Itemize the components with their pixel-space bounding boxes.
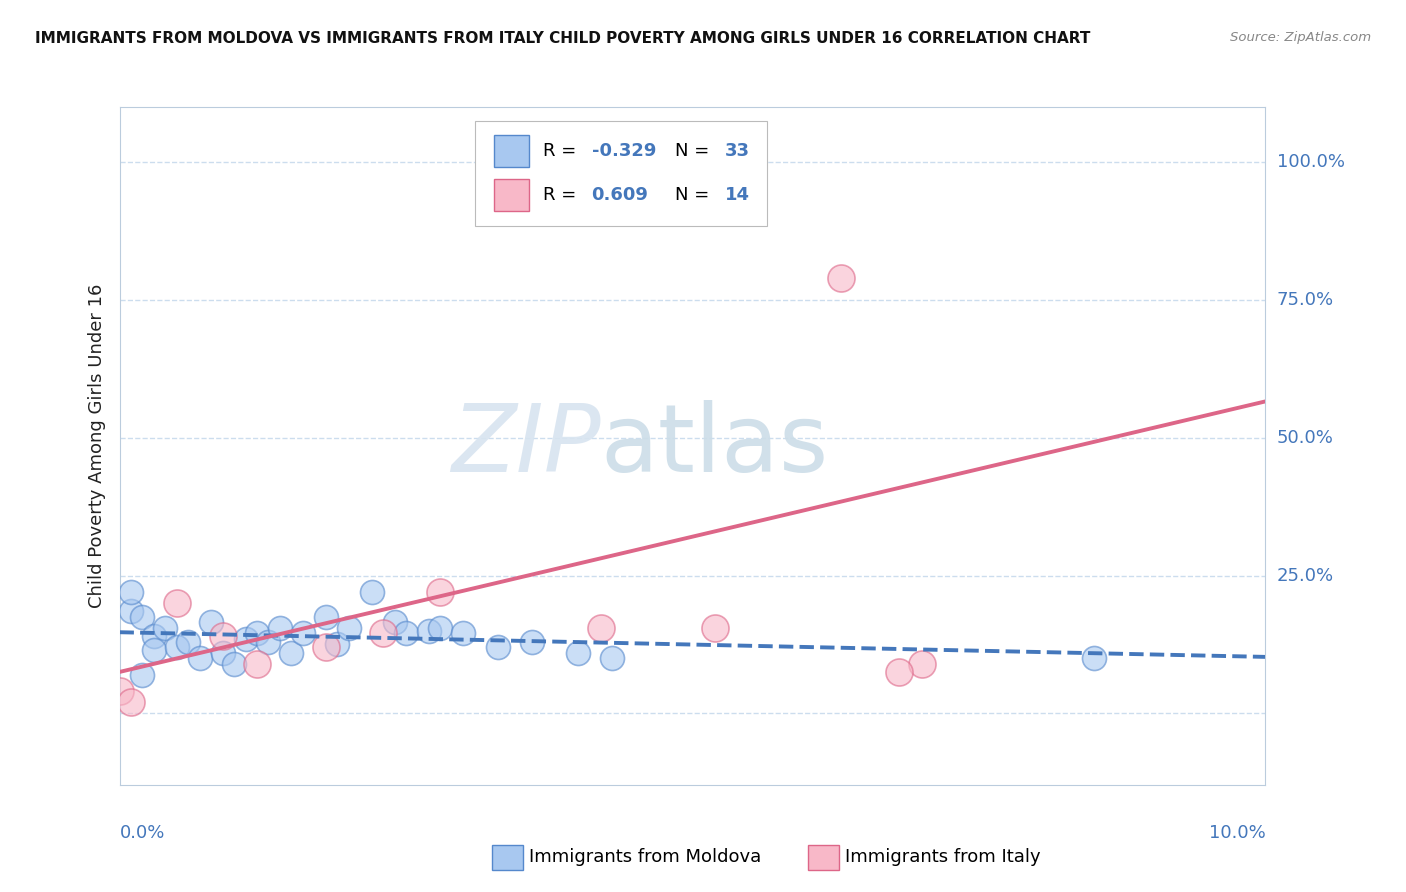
Point [188, 651, 211, 665]
Text: Source: ZipAtlas.com: Source: ZipAtlas.com [1230, 31, 1371, 45]
Point [384, 615, 406, 630]
Point [120, 695, 142, 709]
Point [418, 624, 440, 638]
Text: 33: 33 [724, 142, 749, 160]
Text: IMMIGRANTS FROM MOLDOVA VS IMMIGRANTS FROM ITALY CHILD POVERTY AMONG GIRLS UNDER: IMMIGRANTS FROM MOLDOVA VS IMMIGRANTS FR… [35, 31, 1091, 46]
Point [830, 271, 852, 285]
Point [155, 621, 177, 635]
Point [200, 615, 222, 630]
Text: R =: R = [544, 142, 582, 160]
Point [131, 667, 153, 681]
Point [246, 626, 269, 640]
Point [589, 621, 612, 635]
Point [108, 684, 131, 698]
Text: atlas: atlas [600, 400, 830, 492]
Point [486, 640, 509, 655]
Point [257, 634, 280, 648]
Point [177, 634, 200, 648]
Text: 75.0%: 75.0% [1277, 291, 1334, 309]
Text: 100.0%: 100.0% [1277, 153, 1344, 171]
FancyBboxPatch shape [475, 120, 766, 226]
Text: Immigrants from Italy: Immigrants from Italy [845, 848, 1040, 866]
Point [600, 651, 623, 665]
Point [269, 621, 291, 635]
Point [887, 665, 910, 679]
Point [166, 640, 188, 655]
Point [738, 155, 761, 169]
Text: R =: R = [544, 186, 582, 204]
Point [326, 637, 349, 651]
Point [315, 640, 337, 655]
Point [1083, 651, 1105, 665]
Point [371, 626, 394, 640]
Text: 0.609: 0.609 [592, 186, 648, 204]
Point [520, 634, 543, 648]
Point [567, 646, 589, 660]
Point [222, 657, 246, 671]
Point [453, 626, 475, 640]
Text: 25.0%: 25.0% [1277, 566, 1334, 584]
Point [429, 585, 451, 599]
Point [235, 632, 257, 646]
Point [120, 585, 142, 599]
Point [246, 657, 269, 671]
Point [142, 629, 165, 643]
Point [211, 629, 233, 643]
Text: -0.329: -0.329 [592, 142, 657, 160]
Text: N =: N = [675, 186, 716, 204]
Point [429, 621, 451, 635]
Point [166, 596, 188, 610]
Point [315, 610, 337, 624]
Point [360, 585, 382, 599]
Point [291, 626, 314, 640]
Text: Immigrants from Moldova: Immigrants from Moldova [529, 848, 761, 866]
Y-axis label: Child Poverty Among Girls Under 16: Child Poverty Among Girls Under 16 [87, 284, 105, 608]
FancyBboxPatch shape [495, 135, 529, 168]
Text: ZIP: ZIP [451, 401, 600, 491]
Text: 10.0%: 10.0% [1209, 824, 1265, 842]
Point [704, 621, 727, 635]
FancyBboxPatch shape [495, 179, 529, 211]
Text: 14: 14 [724, 186, 749, 204]
Text: N =: N = [675, 142, 716, 160]
Point [280, 646, 302, 660]
Point [911, 657, 934, 671]
Text: 50.0%: 50.0% [1277, 429, 1333, 447]
Point [142, 643, 165, 657]
Point [120, 604, 142, 618]
Point [131, 610, 153, 624]
Point [211, 646, 233, 660]
Point [395, 626, 418, 640]
Text: 0.0%: 0.0% [120, 824, 165, 842]
Point [337, 621, 360, 635]
